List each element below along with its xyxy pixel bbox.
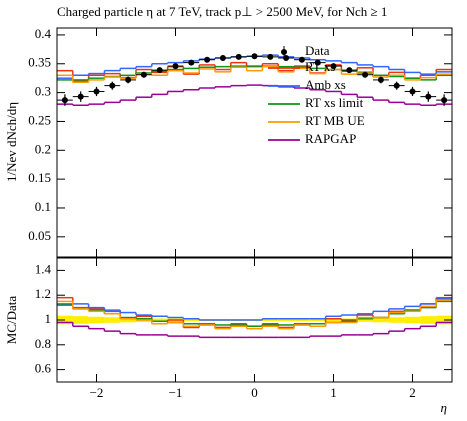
- data-error-band: [294, 319, 310, 321]
- plot-frame: [56, 27, 453, 258]
- x-tick-label: −1: [169, 385, 183, 400]
- x-tick-label: 1: [330, 385, 337, 400]
- x-tick-label: −2: [90, 385, 104, 400]
- legend-label: RT xs: [305, 59, 335, 74]
- data-error-band: [151, 318, 168, 322]
- data-error-band: [72, 316, 89, 324]
- data-error-band: [373, 317, 389, 323]
- y-tick-label: 0.4: [35, 26, 52, 41]
- data-error-band: [357, 318, 373, 322]
- data-point: [77, 93, 84, 100]
- data-point: [425, 93, 432, 100]
- y-tick-label: 0.35: [28, 55, 51, 70]
- y-tick-label: 1.4: [35, 261, 52, 276]
- data-point: [330, 63, 337, 70]
- y-tick-label: 1.2: [35, 286, 51, 301]
- data-error-band: [120, 317, 136, 323]
- data-error-band: [278, 319, 294, 321]
- data-point: [172, 63, 179, 70]
- data-point: [362, 71, 369, 78]
- data-point: [93, 88, 100, 95]
- data-error-band: [183, 318, 200, 322]
- data-point: [125, 76, 132, 83]
- y-tick-label: 0.15: [28, 170, 51, 185]
- y-axis-label: 1/Nev dNch/dη: [4, 102, 19, 182]
- legend-label: RT MB UE: [305, 113, 365, 128]
- x-axis-label: η: [441, 400, 447, 415]
- data-point: [283, 54, 290, 61]
- data-error-band: [309, 318, 326, 322]
- data-point: [441, 97, 448, 104]
- chart-title: Charged particle η at 7 TeV, track p⊥ > …: [57, 4, 387, 19]
- x-tick-label: 0: [251, 385, 258, 400]
- legend-label: RAPGAP: [305, 131, 356, 146]
- data-point: [393, 82, 400, 89]
- data-error-band: [104, 317, 121, 323]
- y-tick-label: 0.2: [35, 141, 51, 156]
- data-point: [109, 82, 116, 89]
- data-point: [346, 67, 353, 74]
- data-error-band: [88, 316, 105, 324]
- data-point: [267, 53, 274, 60]
- ratio-y-axis-label: MC/Data: [4, 296, 19, 345]
- data-point: [204, 56, 211, 63]
- data-point: [156, 67, 163, 74]
- data-point: [140, 71, 147, 78]
- data-point: [298, 56, 305, 63]
- data-point: [188, 59, 195, 66]
- y-tick-label: 0.05: [28, 228, 51, 243]
- y-tick-label: 0.25: [28, 112, 51, 127]
- data-point: [251, 53, 258, 60]
- data-error-band: [262, 319, 279, 321]
- data-point: [314, 59, 321, 66]
- data-point: [235, 53, 242, 60]
- data-point: [409, 88, 416, 95]
- legend-label: Amb xs: [305, 77, 346, 92]
- data-error-band: [325, 318, 342, 322]
- data-error-band: [404, 316, 421, 324]
- data-error-band: [388, 317, 405, 323]
- x-tick-label: 2: [409, 385, 416, 400]
- y-tick-label: 0.3: [35, 84, 51, 99]
- data-point: [377, 76, 384, 83]
- data-error-band: [420, 316, 437, 324]
- legend-label: RT xs limit: [305, 95, 364, 110]
- y-tick-label: 0.1: [35, 199, 51, 214]
- data-point: [61, 97, 68, 104]
- y-tick-label: 1: [45, 311, 52, 326]
- y-tick-label: 0.6: [35, 361, 52, 376]
- data-point: [219, 54, 226, 61]
- legend-label: Data: [305, 43, 330, 58]
- y-tick-label: 0.8: [35, 336, 51, 351]
